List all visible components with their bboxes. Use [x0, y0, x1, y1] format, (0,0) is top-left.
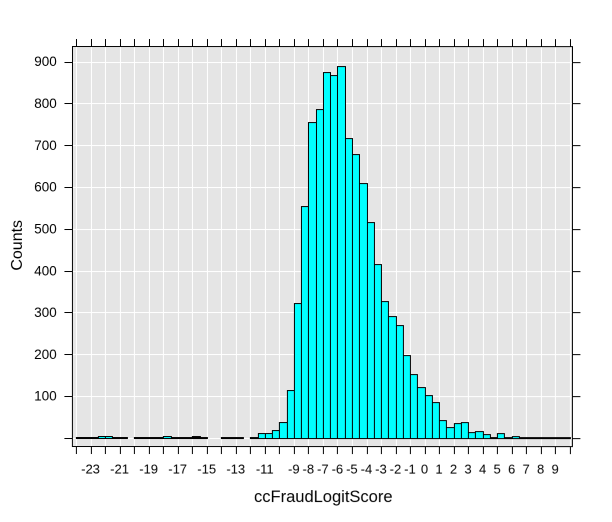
svg-text:8: 8	[537, 461, 544, 476]
svg-text:6: 6	[508, 461, 515, 476]
svg-text:200: 200	[34, 347, 57, 362]
svg-text:-3: -3	[375, 461, 387, 476]
svg-text:-5: -5	[346, 461, 358, 476]
svg-text:5: 5	[493, 461, 500, 476]
svg-text:-15: -15	[197, 461, 216, 476]
svg-text:3: 3	[464, 461, 471, 476]
svg-text:700: 700	[34, 138, 57, 153]
svg-text:-13: -13	[226, 461, 245, 476]
svg-text:4: 4	[479, 461, 486, 476]
svg-text:1: 1	[435, 461, 442, 476]
svg-text:0: 0	[421, 461, 428, 476]
svg-text:-21: -21	[110, 461, 129, 476]
svg-text:800: 800	[34, 96, 57, 111]
svg-text:9: 9	[552, 461, 559, 476]
svg-text:-1: -1	[404, 461, 416, 476]
svg-text:-19: -19	[139, 461, 158, 476]
svg-text:-4: -4	[361, 461, 373, 476]
svg-text:300: 300	[34, 305, 57, 320]
svg-text:-8: -8	[303, 461, 315, 476]
svg-text:100: 100	[34, 389, 57, 404]
svg-text:-9: -9	[288, 461, 300, 476]
svg-text:-7: -7	[317, 461, 329, 476]
svg-text:Counts: Counts	[9, 220, 26, 271]
svg-text:-11: -11	[256, 461, 274, 476]
svg-text:500: 500	[34, 221, 57, 236]
svg-text:900: 900	[34, 54, 57, 69]
svg-text:2: 2	[450, 461, 457, 476]
svg-text:-23: -23	[81, 461, 100, 476]
svg-text:ccFraudLogitScore: ccFraudLogitScore	[254, 488, 393, 506]
svg-text:-6: -6	[332, 461, 344, 476]
svg-text:600: 600	[34, 180, 57, 195]
svg-text:-17: -17	[168, 461, 187, 476]
svg-text:400: 400	[34, 263, 57, 278]
svg-text:-2: -2	[390, 461, 402, 476]
svg-text:7: 7	[523, 461, 530, 476]
